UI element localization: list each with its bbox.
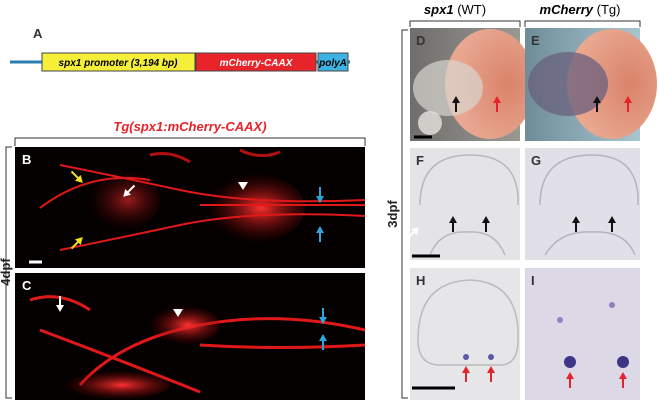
image [445,29,535,139]
stage-label: 4dpf [0,258,13,286]
image [525,148,640,260]
image [418,111,442,135]
panel-label: E [531,33,540,48]
panel-label: B [22,152,31,167]
image [617,356,629,368]
image [609,302,615,308]
promoter-box [41,52,196,72]
group: (Tg) [597,2,621,17]
group: (WT) [457,2,486,17]
panel-label: H [416,273,425,288]
image [419,154,519,256]
image-panel-c [15,273,366,400]
image [488,354,494,360]
image [410,148,520,260]
stage-label: 3dpf [385,200,400,228]
image-panel-b [15,147,366,268]
image [539,154,639,256]
panel-label: F [416,153,424,168]
panel-label: D [416,33,425,48]
image [80,170,160,230]
image [140,305,220,345]
polya-label: polyA [318,58,347,69]
panel-label: A [33,26,43,41]
image [39,164,366,251]
image [564,356,576,368]
panel-label: G [531,153,541,168]
column-header: mCherry (Tg) [540,2,621,17]
reporter-label: mCherry-CAAX [220,58,294,69]
panel-label: C [22,278,32,293]
reporter-box [195,52,317,72]
image [195,173,305,243]
image [149,148,281,164]
bracket [401,29,408,399]
promoter-label: spx1 promoter (3,194 bp) [59,58,179,69]
polya-box [317,52,349,72]
bracket [409,20,641,27]
image [413,60,483,116]
gene: spx1 [424,2,454,17]
column-header: spx1 (WT) [424,2,486,17]
image [528,52,608,116]
bracket [14,137,366,146]
transgenic-title: Tg(spx1:mCherry-CAAX) [113,119,266,134]
image [417,279,519,366]
gene: mCherry [540,2,594,17]
image [567,29,657,139]
image [557,317,563,323]
panel-label: I [531,273,535,288]
image [50,370,170,400]
image [463,354,469,360]
image [15,147,365,268]
bracket [5,146,12,399]
